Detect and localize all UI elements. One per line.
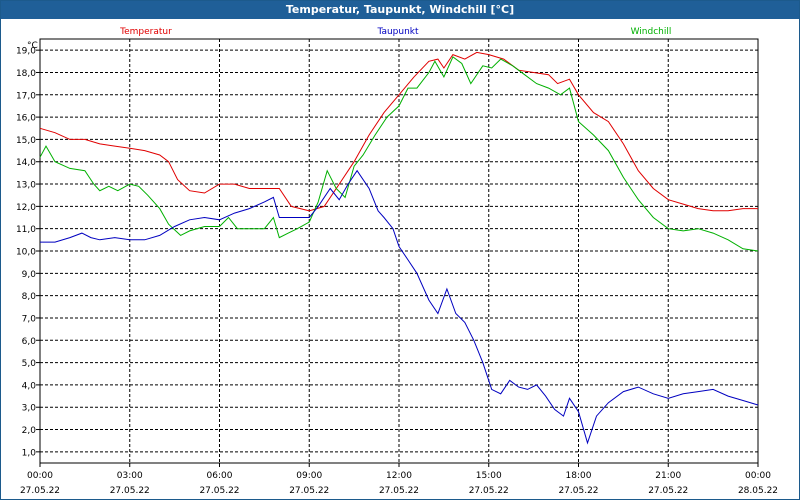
- x-tick-time-label: 15:00: [476, 471, 502, 481]
- y-tick-label: 5,0: [22, 359, 37, 369]
- x-tick-time-label: 03:00: [117, 471, 143, 481]
- window-title: Temperatur, Taupunkt, Windchill [°C]: [1, 1, 799, 19]
- y-tick-label: 13,0: [16, 181, 36, 191]
- y-tick-label: 7,0: [22, 314, 37, 324]
- y-tick-label: 4,0: [22, 381, 37, 391]
- series-line-taupunkt: [40, 169, 759, 445]
- y-tick-label: 16,0: [16, 114, 36, 124]
- y-tick-label: 8,0: [22, 292, 37, 302]
- x-tick-date-label: 27.05.22: [289, 486, 329, 496]
- y-tick-label: 15,0: [16, 136, 36, 146]
- y-tick-label: 3,0: [22, 404, 37, 414]
- x-tick-date-label: 27.05.22: [379, 486, 419, 496]
- x-tick-date-label: 27.05.22: [110, 486, 150, 496]
- x-tick-date-label: 27.05.22: [648, 486, 688, 496]
- x-tick-time-label: 06:00: [207, 471, 233, 481]
- legend-taupunkt: Taupunkt: [376, 27, 419, 37]
- y-tick-label: 19,0: [16, 47, 36, 57]
- x-tick-date-label: 28.05.22: [738, 486, 778, 496]
- x-tick-date-label: 27.05.22: [469, 486, 509, 496]
- y-tick-label: 9,0: [22, 270, 37, 280]
- y-tick-label: 14,0: [16, 158, 36, 168]
- y-tick-label: 1,0: [22, 448, 37, 458]
- y-tick-label: 10,0: [16, 248, 36, 258]
- x-tick-time-label: 18:00: [566, 471, 592, 481]
- y-tick-label: 2,0: [22, 426, 37, 436]
- legend-temperatur: Temperatur: [119, 27, 172, 37]
- x-tick-time-label: 12:00: [386, 471, 412, 481]
- y-tick-label: 12,0: [16, 203, 36, 213]
- y-unit-label: °C: [27, 41, 38, 51]
- x-tick-time-label: 00:00: [27, 471, 53, 481]
- x-tick-date-label: 27.05.22: [558, 486, 598, 496]
- x-tick-time-label: 21:00: [655, 471, 681, 481]
- series-line-windchill: [39, 56, 759, 252]
- y-tick-label: 18,0: [16, 69, 36, 79]
- x-tick-time-label: 09:00: [296, 471, 322, 481]
- y-tick-label: 11,0: [16, 225, 36, 235]
- y-tick-label: 17,0: [16, 91, 36, 101]
- legend-windchill: Windchill: [631, 27, 672, 37]
- series-line-temperatur: [39, 51, 758, 212]
- x-tick-date-label: 27.05.22: [199, 486, 239, 496]
- y-tick-label: 6,0: [22, 337, 37, 347]
- x-tick-time-label: 00:00: [745, 471, 771, 481]
- x-tick-date-label: 27.05.22: [20, 486, 60, 496]
